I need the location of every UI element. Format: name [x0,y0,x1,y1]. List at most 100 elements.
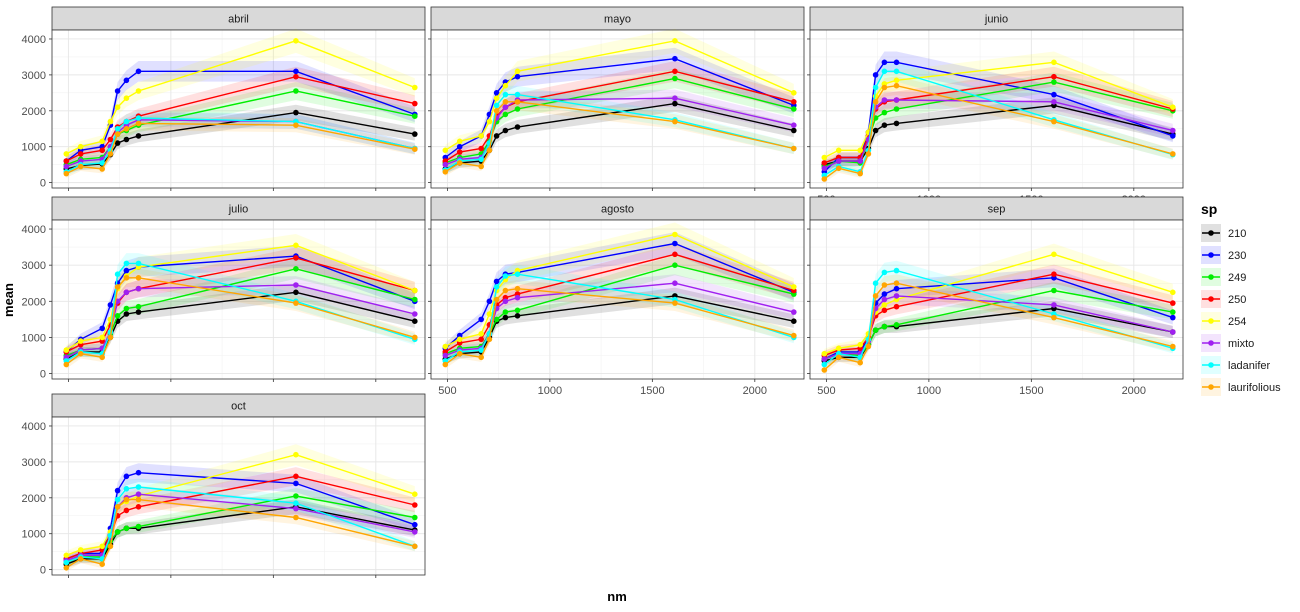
data-point-210 [123,136,130,143]
data-point-mixto [1170,127,1176,134]
data-point-230 [412,521,418,528]
data-point-ladanifer [123,118,130,125]
data-point-210 [412,318,418,325]
data-point-254 [1170,289,1176,296]
data-point-laurifolious [63,361,70,368]
data-point-laurifolious [514,285,521,292]
data-point-laurifolious [107,151,114,157]
data-point-254 [835,147,842,154]
data-point-210 [893,120,900,127]
panel-strip-label: junio [984,14,1008,26]
data-point-laurifolious [77,163,84,170]
data-point-254 [791,284,797,290]
data-point-250 [672,68,678,75]
ribbon-249 [445,255,794,359]
data-point-230 [672,55,678,62]
data-point-254 [107,118,114,125]
data-point-210 [514,313,521,319]
data-point-laurifolious [893,280,900,287]
data-point-254 [412,491,418,498]
data-point-laurifolious [791,332,797,339]
data-point-laurifolious [456,350,463,357]
legend-item-ladanifer: ladanifer [1201,356,1271,374]
legend-item-210: 210 [1201,224,1246,242]
y-tick-label: 2000 [22,493,46,505]
data-point-250 [293,255,299,261]
data-point-210 [493,133,500,139]
data-point-mixto [442,161,449,168]
data-point-254 [293,38,299,44]
data-point-230 [135,68,142,75]
y-tick-label: 3000 [22,260,46,272]
data-point-250 [293,73,299,80]
data-point-laurifolious [412,334,418,341]
data-point-249 [1051,79,1057,85]
data-point-254 [77,547,84,553]
data-point-250 [1051,73,1057,80]
data-point-250 [77,151,84,157]
data-point-laurifolious [442,169,449,175]
data-point-mixto [1170,329,1176,335]
data-point-250 [99,147,105,154]
data-point-mixto [881,97,888,103]
data-point-254 [478,331,485,337]
data-point-mixto [293,505,299,512]
data-point-250 [412,502,418,508]
panel-background [52,417,425,575]
legend-key-point [1208,230,1214,236]
data-point-laurifolious [442,361,449,368]
data-point-230 [123,77,130,84]
data-point-249 [114,529,121,535]
data-point-laurifolious [857,359,863,366]
data-point-250 [1170,300,1176,306]
data-point-250 [293,473,299,480]
panel-border [51,416,426,576]
data-point-laurifolious [63,170,70,177]
data-point-210 [791,318,797,325]
data-point-230 [893,59,900,66]
data-point-ladanifer [872,280,879,287]
data-point-210 [293,289,299,296]
data-point-ladanifer [493,102,500,109]
legend-label: laurifolious [1228,382,1281,394]
data-point-250 [672,251,678,258]
x-tick-label: 2000 [1122,385,1146,397]
data-point-254 [63,552,70,559]
ribbon-249 [445,68,794,168]
data-point-laurifolious [114,131,121,137]
y-tick-label: 0 [40,178,46,190]
x-tick-label: 500 [817,385,835,397]
data-point-ladanifer [514,91,521,98]
data-point-mixto [835,158,842,164]
panel-strip-label: mayo [604,14,631,26]
data-point-laurifolious [865,151,872,157]
data-point-laurifolious [412,543,418,550]
data-point-laurifolious [478,354,485,361]
data-point-249 [123,525,130,532]
ribbon-210 [445,95,794,174]
data-point-254 [821,350,828,357]
ribbon-210 [66,499,415,569]
data-point-ladanifer [478,347,485,353]
data-point-249 [412,296,418,303]
data-point-249 [893,322,900,328]
data-point-254 [672,38,678,44]
legend-item-laurifolious: laurifolious [1201,378,1281,396]
data-point-230 [1170,133,1176,139]
data-point-mixto [893,293,900,299]
data-point-laurifolious [835,354,842,361]
data-point-230 [893,285,900,292]
data-point-254 [1051,59,1057,66]
data-point-ladanifer [514,271,521,278]
data-point-249 [514,106,521,112]
data-point-mixto [672,95,678,101]
panel-border [430,219,805,380]
ribbon-254 [445,28,794,156]
data-point-254 [114,104,121,110]
data-point-249 [293,493,299,499]
legend: sp 210 230 249 250 254 mixto ladanifer laurifol… [1201,201,1281,396]
panel-agosto: agosto 500 1000 1500 2000 [428,196,805,397]
y-tick-label: 3000 [22,457,46,469]
data-point-210 [135,133,142,139]
data-point-210 [872,127,879,134]
